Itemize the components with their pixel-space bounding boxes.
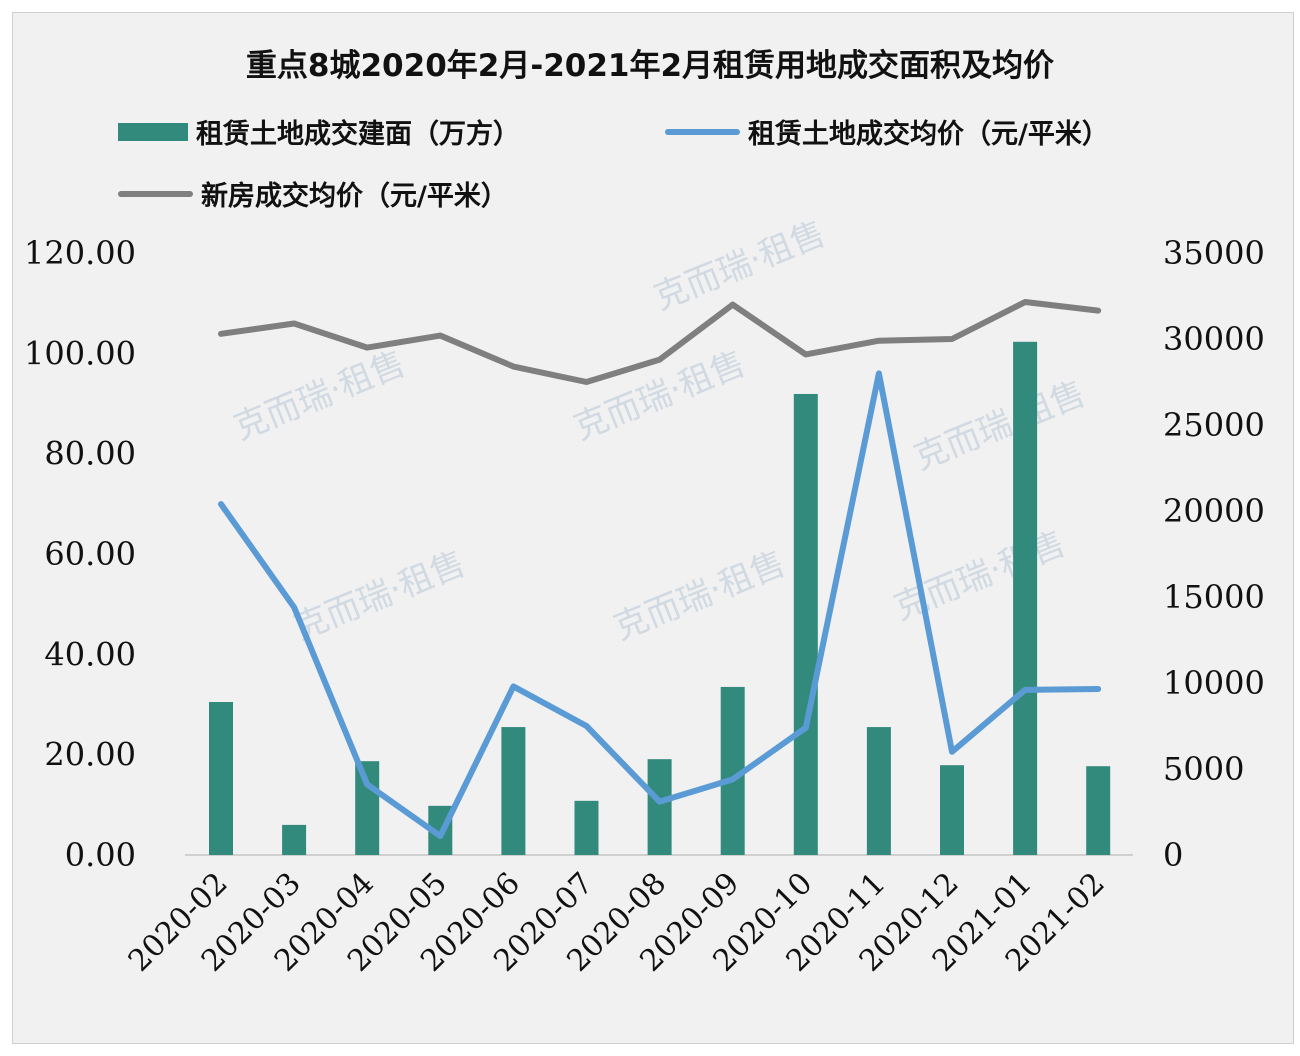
legend-swatch-blue — [665, 128, 740, 135]
chart-frame — [12, 12, 1294, 1044]
legend-label: 新房成交均价（元/平米） — [201, 181, 508, 212]
right-tick-label: 5000 — [1163, 750, 1244, 788]
bar — [1086, 766, 1111, 855]
bar — [282, 824, 307, 855]
left-tick-label: 60.00 — [44, 535, 136, 573]
right-tick-label: 15000 — [1163, 578, 1265, 616]
watermark: 克而瑞·租售 — [288, 544, 471, 649]
right-tick-label: 10000 — [1163, 664, 1265, 702]
bar — [574, 800, 599, 855]
watermark: 克而瑞·租售 — [908, 374, 1091, 479]
watermark: 克而瑞·租售 — [648, 214, 831, 319]
legend-label: 租赁土地成交建面（万方） — [196, 119, 520, 150]
bar — [209, 701, 233, 855]
bar — [647, 759, 672, 855]
legend-swatch-bar — [118, 122, 188, 141]
right-tick-label: 30000 — [1163, 320, 1265, 358]
watermark: 克而瑞·租售 — [228, 344, 411, 449]
left-tick-label: 0.00 — [65, 836, 136, 874]
bar — [866, 727, 891, 855]
right-tick-label: 25000 — [1163, 406, 1265, 444]
left-tick-label: 40.00 — [44, 635, 136, 673]
bar — [355, 761, 380, 855]
bar — [793, 393, 818, 855]
legend-item-rent-price: 租赁土地成交均价（元/平米） — [665, 112, 1109, 151]
chart-title: 重点8城2020年2月-2021年2月租赁用地成交面积及均价 — [245, 48, 1055, 84]
left-tick-label: 100.00 — [24, 334, 136, 372]
right-tick-label: 0 — [1163, 836, 1183, 874]
bar — [501, 727, 526, 855]
right-tick-label: 35000 — [1163, 234, 1265, 272]
watermark: 克而瑞·租售 — [608, 544, 791, 649]
bar — [940, 765, 964, 855]
legend-swatch-gray — [118, 190, 193, 197]
right-tick-label: 20000 — [1163, 492, 1265, 530]
left-tick-label: 80.00 — [44, 435, 136, 473]
bar — [1013, 341, 1038, 855]
left-tick-label: 120.00 — [24, 234, 136, 272]
legend-item-bar: 租赁土地成交建面（万方） — [118, 112, 520, 151]
left-tick-label: 20.00 — [44, 736, 136, 774]
legend-item-new-house-price: 新房成交均价（元/平米） — [118, 174, 508, 213]
legend-label: 租赁土地成交均价（元/平米） — [748, 119, 1109, 150]
